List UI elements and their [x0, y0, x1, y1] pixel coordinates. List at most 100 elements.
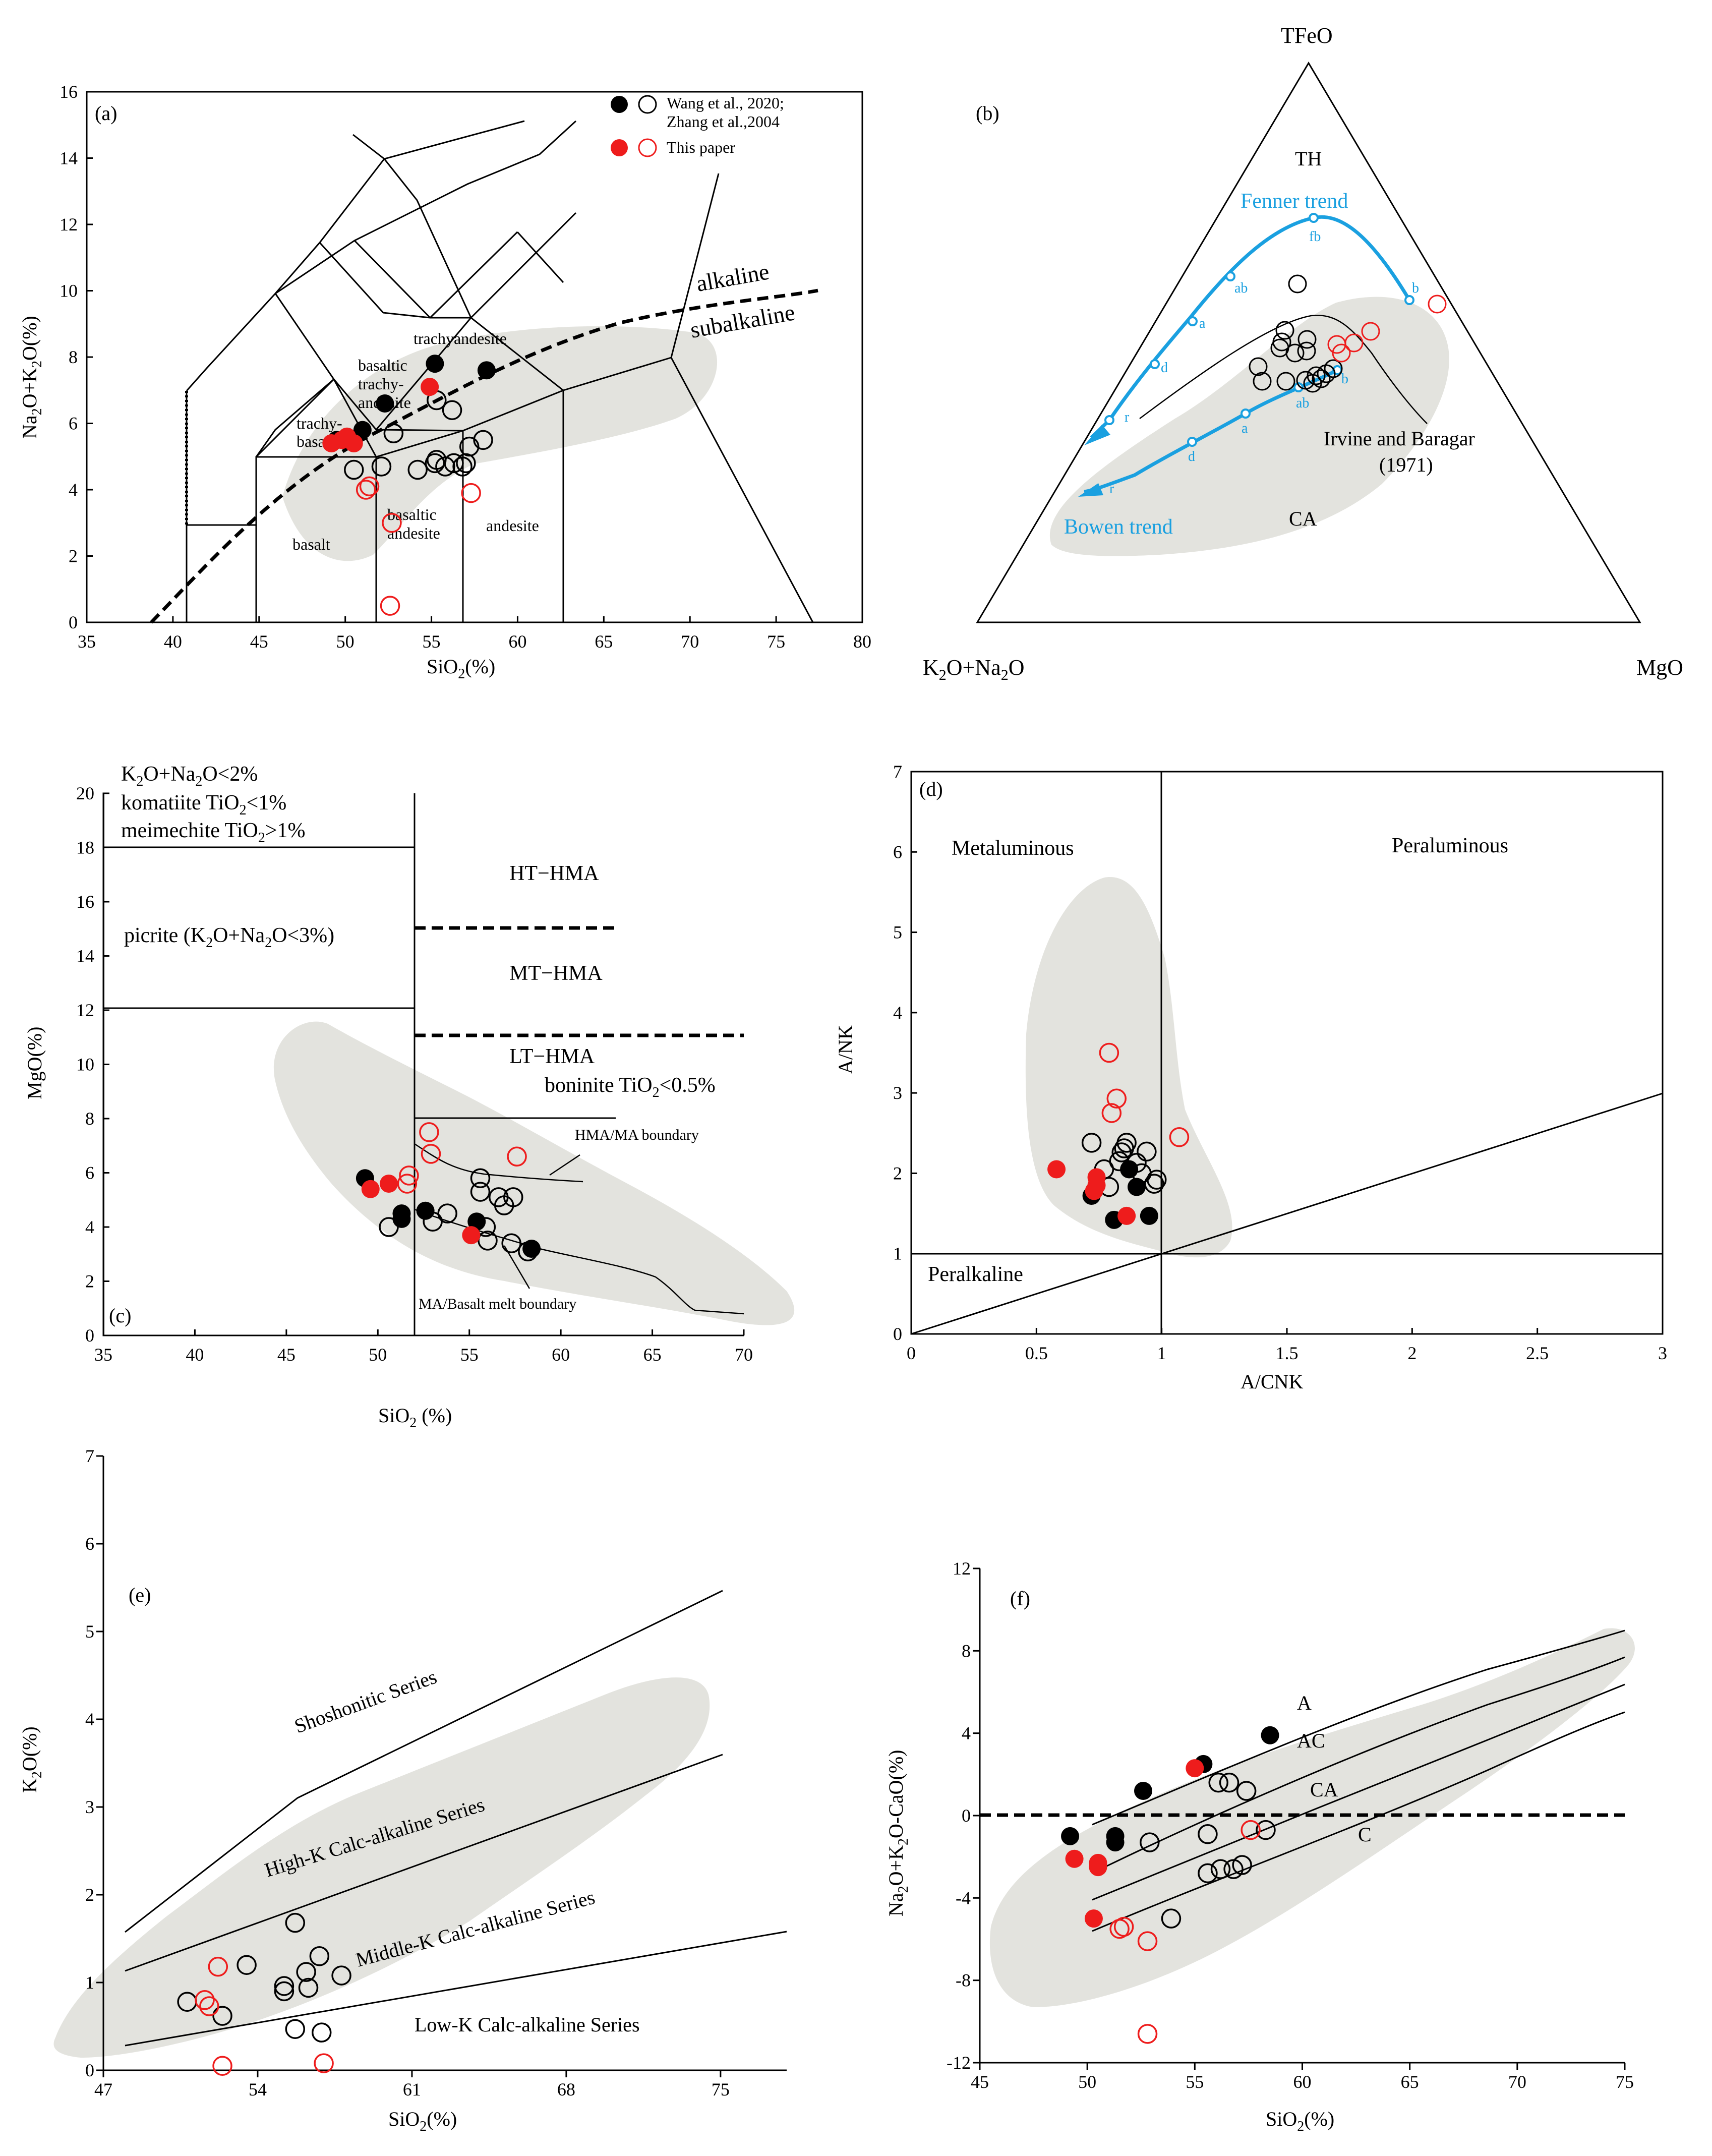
- a-ytick-label: 2: [69, 546, 78, 566]
- svg-text:r: r: [1125, 410, 1130, 425]
- svg-text:d: d: [1188, 449, 1195, 464]
- f-point-open-black: [1232, 1855, 1252, 1875]
- e-point-open-black: [212, 2006, 232, 2026]
- a-alkaline-divide: [150, 288, 818, 624]
- c-ytick-label: 14: [76, 946, 94, 966]
- b-fenner-arrowhead: [1084, 425, 1110, 445]
- a-xtick-label: 50: [336, 631, 355, 652]
- a-point-open-black: [459, 436, 480, 457]
- c-point-open-black: [379, 1217, 399, 1237]
- a-label-basalt: basalt: [292, 535, 330, 553]
- f-xtick-label: 70: [1508, 2072, 1526, 2092]
- d-point-open-red: [1101, 1103, 1122, 1123]
- e-point-open-black: [285, 2019, 306, 2039]
- c-point-open-black: [476, 1217, 496, 1237]
- c-label-LT: LT−HMA: [509, 1045, 595, 1068]
- c-ytick-label: 20: [76, 783, 94, 803]
- e-point-open-red: [208, 1956, 228, 1977]
- c-xtick-label: 70: [735, 1345, 753, 1365]
- c-point-open-black: [518, 1241, 538, 1262]
- c-point-filled-red: [361, 1180, 380, 1198]
- c-point-filled-black: [392, 1204, 411, 1223]
- e-ytick-label: 6: [85, 1534, 94, 1554]
- b-label-irvine1: Irvine and Baragar: [1324, 427, 1475, 450]
- f-xtick-label: 60: [1293, 2072, 1312, 2092]
- e-point-open-black: [237, 1955, 257, 1975]
- c-ytick-label: 10: [76, 1055, 94, 1075]
- f-point-open-black: [1161, 1908, 1182, 1929]
- f-point-open-red: [1137, 1931, 1158, 1951]
- b-label-bowen: Bowen trend: [1064, 515, 1173, 539]
- f-point-filled-red: [1065, 1849, 1084, 1868]
- a-label-bas-and-2: andesite: [387, 524, 440, 542]
- a-field-lines: [186, 120, 814, 623]
- f-xtick-label: 50: [1078, 2072, 1096, 2092]
- f-point-open-black: [1236, 1781, 1257, 1801]
- c-xtick-label: 35: [94, 1345, 112, 1365]
- panel-e: 47 54 61 68 75 0 1 2 3 4 5 6 7 (e) Shoshonitic Serie…: [18, 1446, 787, 2134]
- svg-text:ab: ab: [1296, 395, 1309, 411]
- e-point-open-black: [285, 1912, 306, 1933]
- c-ytick-label: 18: [76, 838, 94, 858]
- c-xlabel: SiO2 (%): [378, 1404, 452, 1431]
- e-xtick-label: 61: [403, 2079, 421, 2100]
- d-ytick-label: 5: [893, 922, 902, 943]
- a-legend-red-filled: [611, 139, 628, 156]
- f-points: [1061, 1726, 1279, 2044]
- d-xlabel: A/CNK: [1241, 1370, 1304, 1393]
- a-ytick-label: 0: [69, 612, 78, 632]
- c-ticks: 35 40 45 50 55 60 65 70 0 2 4 6 8 10 12 14 16 18 20: [76, 783, 753, 1365]
- e-label-sho: Shoshonitic Series: [291, 1665, 440, 1738]
- f-label-AC: AC: [1297, 1729, 1325, 1752]
- e-point-open-red: [314, 2053, 334, 2073]
- d-point-open-black: [1146, 1170, 1167, 1190]
- c-label-MT: MT−HMA: [509, 962, 603, 985]
- f-point-open-red: [1241, 1820, 1261, 1840]
- f-label-CA: CA: [1310, 1778, 1338, 1801]
- a-point-open-red: [461, 483, 481, 503]
- a-point-open-black: [407, 459, 428, 480]
- d-label-peral: Peraluminous: [1392, 834, 1508, 857]
- a-point-open-black: [473, 430, 493, 450]
- e-point-open-black: [274, 1976, 294, 1996]
- d-ytick-label: 1: [893, 1244, 902, 1264]
- a-point-filled-red: [421, 378, 439, 396]
- panel-c: 35 40 45 50 55 60 65 70 0 2 4 6 8 10 12 14 16 18 20 (c) K2…: [23, 763, 795, 1431]
- a-label-alkaline: alkaline: [694, 258, 771, 297]
- d-xtick-label: 1: [1157, 1343, 1166, 1363]
- a-xtick-label: 70: [681, 631, 699, 652]
- d-ytick-label: 0: [893, 1324, 902, 1344]
- b-points: [1249, 274, 1447, 393]
- b-trend-letters: b fb ab a d r b ab a d r: [1109, 229, 1419, 497]
- c-points: [356, 1122, 541, 1262]
- c-gray-field: [273, 1021, 795, 1325]
- legend-ref-line1: Wang et al., 2020;: [667, 94, 784, 112]
- b-irvine-curve: [1139, 314, 1428, 424]
- a-point-open-black: [344, 459, 364, 480]
- e-point-open-black: [311, 2022, 332, 2043]
- a-ticks: 35 40 45 50 55 60 65 70 75 80 0 2 4 6 8 10 12 14 16: [60, 82, 871, 652]
- f-point-open-black: [1140, 1832, 1160, 1852]
- c-label-boninite: boninite TiO2<0.5%: [545, 1074, 716, 1100]
- c-hma-pointer: [549, 1154, 580, 1176]
- c-field-lines: [103, 793, 616, 1335]
- e-ytick-label: 2: [85, 1885, 94, 1905]
- f-point-filled-red: [1089, 1858, 1107, 1877]
- d-point-filled-black: [1140, 1206, 1158, 1225]
- e-ytick-label: 4: [85, 1709, 94, 1729]
- e-ytick-label: 7: [85, 1446, 94, 1466]
- b-label-irvine2: (1971): [1379, 453, 1433, 476]
- e-ytick-label: 5: [85, 1621, 94, 1642]
- d-label-metal: Metaluminous: [952, 837, 1074, 860]
- c-xtick-label: 55: [460, 1345, 479, 1365]
- f-point-open-red: [1137, 2024, 1158, 2044]
- panel-a: 35 40 45 50 55 60 65 70 75 80 0 2 4 6 8 10 12 14 16 (a) Wa…: [18, 82, 871, 682]
- e-point-open-black: [331, 1965, 351, 1986]
- a-point-open-black: [371, 456, 392, 477]
- a-label-trachyandesite: trachyandesite: [414, 329, 507, 347]
- c-header-2: komatiite TiO2<1%: [121, 791, 286, 818]
- f-point-open-black: [1256, 1820, 1276, 1840]
- e-ytick-label: 0: [85, 2060, 94, 2080]
- d-point-open-red: [1106, 1088, 1127, 1109]
